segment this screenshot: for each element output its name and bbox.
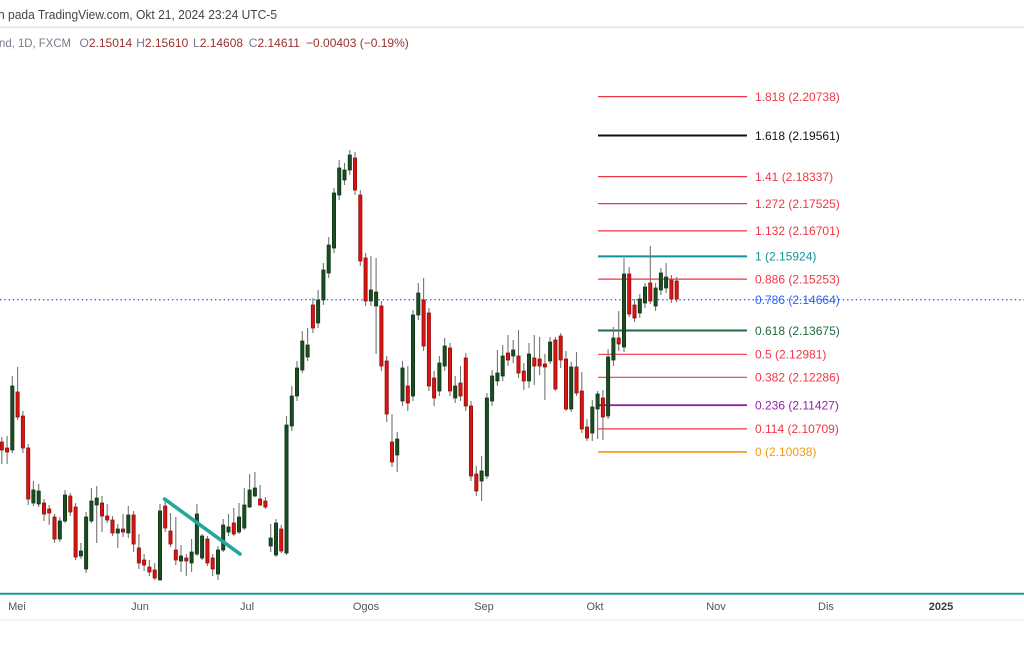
svg-text:Mei: Mei xyxy=(8,601,26,613)
svg-text:Nov: Nov xyxy=(706,601,726,613)
svg-text:1.272 (2.17525): 1.272 (2.17525) xyxy=(755,197,840,211)
svg-text:n pada TradingView.com, Okt 21: n pada TradingView.com, Okt 21, 2024 23:… xyxy=(0,7,277,22)
svg-text:Okt: Okt xyxy=(586,601,603,613)
svg-text:0.236 (2.11427): 0.236 (2.11427) xyxy=(755,399,839,413)
svg-text:−0.00403 (−0.19%): −0.00403 (−0.19%) xyxy=(306,36,409,50)
svg-text:0.5 (2.12981): 0.5 (2.12981) xyxy=(755,348,826,362)
svg-text:0 (2.10038): 0 (2.10038) xyxy=(755,445,816,459)
svg-text:0.886 (2.15253): 0.886 (2.15253) xyxy=(755,272,840,286)
svg-text:0.114 (2.10709): 0.114 (2.10709) xyxy=(755,422,839,436)
svg-text:Sep: Sep xyxy=(474,601,494,613)
svg-text:Dis: Dis xyxy=(818,601,834,613)
svg-text:1.618 (2.19561): 1.618 (2.19561) xyxy=(755,129,840,143)
svg-text:C2.14611: C2.14611 xyxy=(249,36,300,50)
svg-text:0.382 (2.12286): 0.382 (2.12286) xyxy=(755,371,840,385)
svg-text:0.786 (2.14664): 0.786 (2.14664) xyxy=(755,293,840,307)
svg-text:1.41 (2.18337): 1.41 (2.18337) xyxy=(755,170,833,184)
svg-text:1.818 (2.20738): 1.818 (2.20738) xyxy=(755,90,840,104)
svg-text:Jul: Jul xyxy=(240,601,254,613)
svg-text:nd, 1D, FXCM: nd, 1D, FXCM xyxy=(0,36,71,50)
svg-text:1 (2.15924): 1 (2.15924) xyxy=(755,250,816,264)
svg-text:L2.14608: L2.14608 xyxy=(193,36,243,50)
svg-text:O2.15014: O2.15014 xyxy=(80,36,133,50)
svg-text:Ogos: Ogos xyxy=(353,601,380,613)
svg-text:2025: 2025 xyxy=(929,601,953,613)
svg-text:Jun: Jun xyxy=(131,601,149,613)
svg-text:1.132 (2.16701): 1.132 (2.16701) xyxy=(755,224,840,238)
svg-text:H2.15610: H2.15610 xyxy=(136,36,188,50)
svg-text:0.618 (2.13675): 0.618 (2.13675) xyxy=(755,324,840,338)
